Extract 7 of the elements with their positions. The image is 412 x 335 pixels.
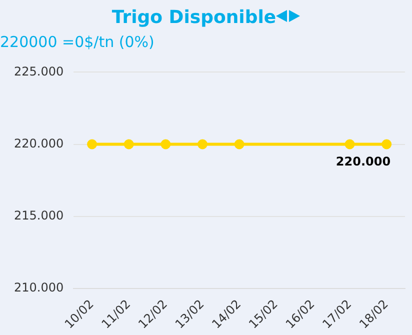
y-tick-label: 215.000: [14, 208, 64, 222]
data-label: 220.000: [336, 154, 391, 168]
chart-title: Trigo Disponible: [112, 7, 276, 28]
chart-subtitle: 220000 =0$/tn (0%): [0, 33, 154, 51]
y-tick-label: 210.000: [14, 280, 64, 294]
y-tick-label: 225.000: [14, 64, 64, 78]
y-tick-label: 220.000: [14, 136, 64, 150]
